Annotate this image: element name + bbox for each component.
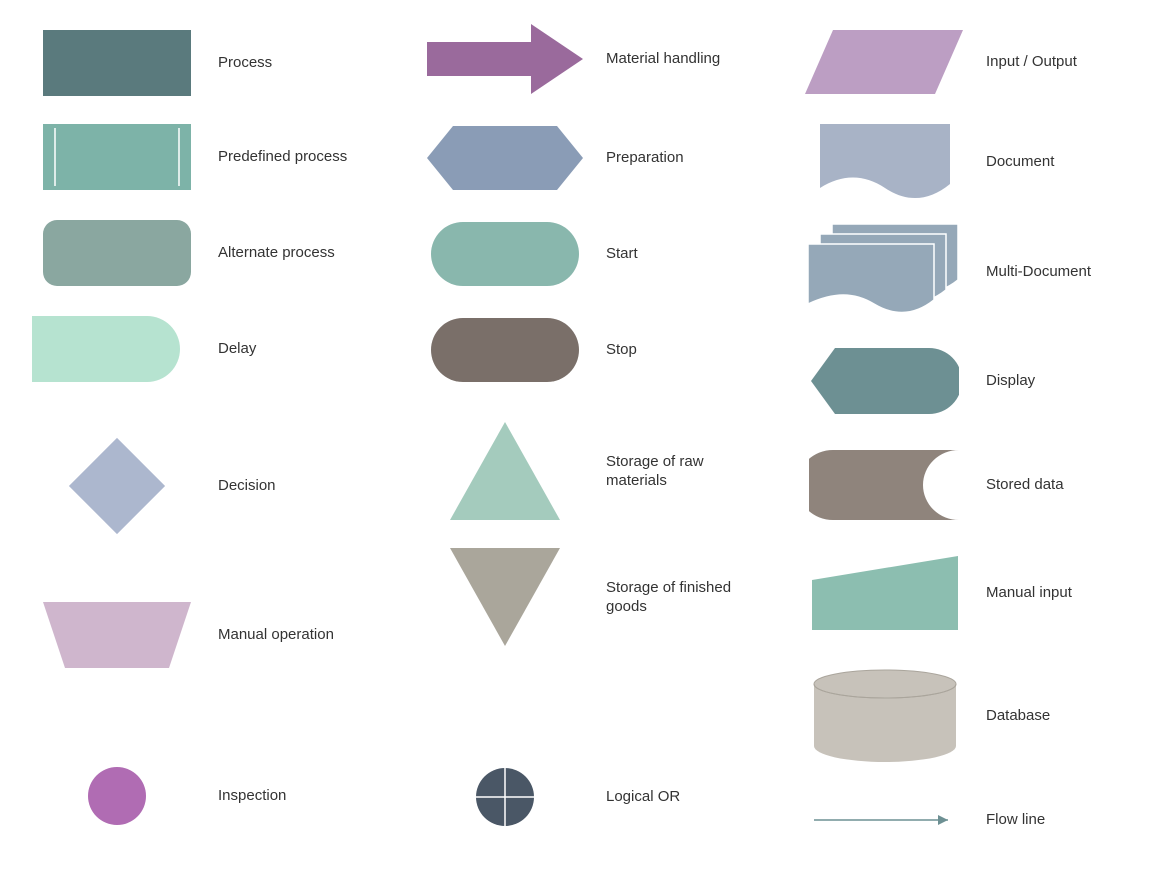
input-output-shape	[800, 30, 970, 94]
manual-operation-label: Manual operation	[218, 625, 334, 645]
predefined-process-item: Predefined process	[32, 124, 347, 190]
input-output-item: Input / Output	[800, 30, 1077, 94]
process-label: Process	[218, 53, 272, 73]
document-shape	[800, 122, 970, 202]
input-output-label: Input / Output	[986, 52, 1077, 72]
display-label: Display	[986, 371, 1035, 391]
stop-item: Stop	[420, 318, 637, 382]
multi-document-label: Multi-Document	[986, 262, 1091, 282]
material-handling-shape	[420, 18, 590, 100]
inspection-shape	[32, 766, 202, 826]
predefined-process-label: Predefined process	[218, 147, 347, 167]
stored-data-item: Stored data	[800, 450, 1064, 520]
delay-item: Delay	[32, 316, 256, 382]
preparation-shape	[420, 126, 590, 190]
manual-operation-item: Manual operation	[32, 602, 334, 668]
alternate-process-item: Alternate process	[32, 220, 335, 286]
storage-raw-label: Storage of raw materials	[606, 452, 766, 491]
storage-finished-item: Storage of finished goods	[420, 546, 766, 648]
stop-shape	[420, 318, 590, 382]
decision-item: Decision	[32, 424, 276, 548]
preparation-label: Preparation	[606, 148, 684, 168]
logical-or-shape	[420, 766, 590, 828]
manual-input-label: Manual input	[986, 583, 1072, 603]
material-handling-item: Material handling	[420, 18, 720, 100]
database-label: Database	[986, 706, 1050, 726]
storage-raw-shape	[420, 420, 590, 522]
storage-finished-label: Storage of finished goods	[606, 578, 766, 617]
process-shape	[32, 30, 202, 96]
multi-document-item: Multi-Document	[800, 222, 1091, 322]
flow-line-label: Flow line	[986, 810, 1045, 830]
stop-label: Stop	[606, 340, 637, 360]
material-handling-label: Material handling	[606, 49, 720, 69]
display-shape	[800, 348, 970, 414]
multi-document-shape	[800, 222, 970, 322]
inspection-item: Inspection	[32, 766, 286, 826]
logical-or-item: Logical OR	[420, 766, 680, 828]
database-shape	[800, 668, 970, 764]
manual-operation-shape	[32, 602, 202, 668]
display-item: Display	[800, 348, 1035, 414]
decision-shape	[32, 424, 202, 548]
database-item: Database	[800, 668, 1050, 764]
decision-label: Decision	[218, 476, 276, 496]
start-shape	[420, 222, 590, 286]
alternate-process-shape	[32, 220, 202, 286]
start-item: Start	[420, 222, 638, 286]
document-item: Document	[800, 122, 1054, 202]
start-label: Start	[606, 244, 638, 264]
storage-raw-item: Storage of raw materials	[420, 420, 766, 522]
manual-input-shape	[800, 556, 970, 630]
logical-or-label: Logical OR	[606, 787, 680, 807]
process-item: Process	[32, 30, 272, 96]
flow-line-shape	[800, 810, 970, 830]
manual-input-item: Manual input	[800, 556, 1072, 630]
document-label: Document	[986, 152, 1054, 172]
delay-label: Delay	[218, 339, 256, 359]
preparation-item: Preparation	[420, 126, 684, 190]
storage-finished-shape	[420, 546, 590, 648]
flow-line-item: Flow line	[800, 810, 1045, 830]
inspection-label: Inspection	[218, 786, 286, 806]
stored-data-shape	[800, 450, 970, 520]
predefined-process-shape	[32, 124, 202, 190]
alternate-process-label: Alternate process	[218, 243, 335, 263]
delay-shape	[32, 316, 202, 382]
stored-data-label: Stored data	[986, 475, 1064, 495]
